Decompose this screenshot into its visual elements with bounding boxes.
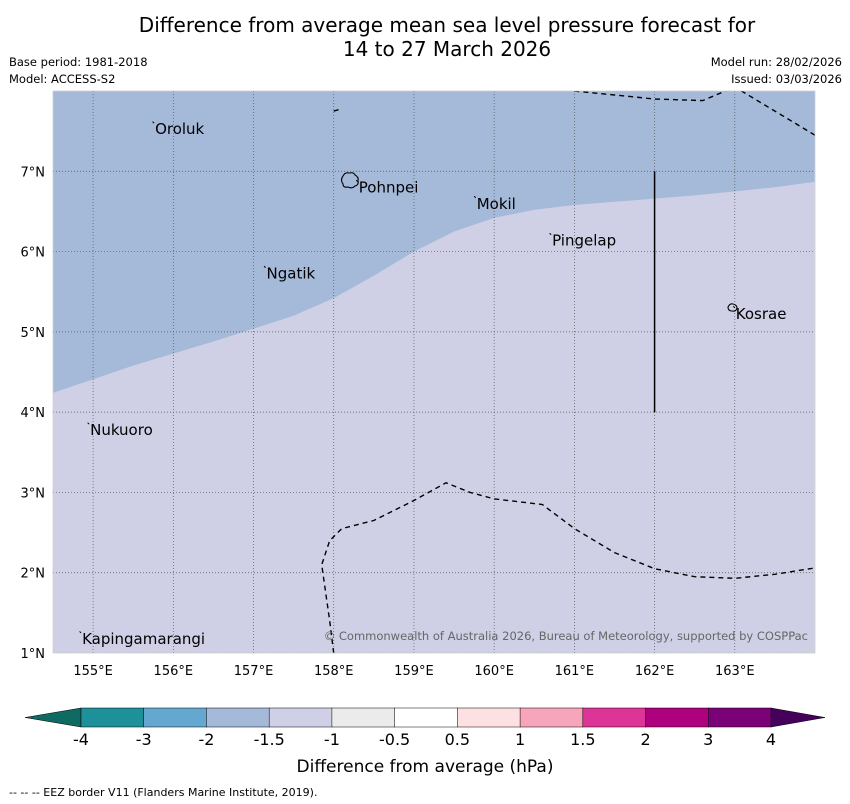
place-label-pohnpei: Pohnpei [359,179,419,197]
lon-tick-label: 156°E [154,664,194,679]
colorbar-swatch [143,707,208,728]
eez-border-lines [320,91,815,653]
base-period: Base period: 1981-2018 [9,55,148,69]
pohnpei-island-shape [340,172,359,189]
colorbar-tick-label: 1 [515,730,525,749]
colorbar-tick-label: -4 [73,730,89,749]
colorbar [24,707,826,728]
lat-tick-label: 3°N [21,486,46,501]
colorbar-swatch [519,707,584,728]
colorbar-tick-label: -3 [136,730,152,749]
place-marker-pingelap [549,232,552,236]
place-marker-kosrae [732,305,736,309]
place-labels: Oroluk Pohnpei Mokil Pingelap Ngatik Kosrae Nu… [79,120,787,648]
eez-line-1 [574,91,815,136]
lon-tick-label: 163°E [715,664,755,679]
longitude-tick-labels: 155°E 156°E 157°E 158°E 159°E 160°E 161°E 162°E… [73,664,754,679]
colorbar-swatch [457,707,521,728]
colorbar-swatch [80,707,145,728]
place-label-oroluk: Oroluk [155,120,204,138]
kosrae-island-shape [727,303,738,312]
meta-left: Base period: 1981-2018 Model: ACCESS-S2 [9,54,148,88]
latitude-tick-labels: 1°N 2°N 3°N 4°N 5°N 6°N 7°N [21,165,46,662]
colorbar-under-arrow [24,707,82,728]
place-label-nukuoro: Nukuoro [90,421,153,439]
lat-tick-label: 2°N [21,567,46,582]
lon-tick-label: 158°E [314,664,354,679]
lat-tick-label: 1°N [21,647,46,662]
island-outlines [340,172,738,312]
meta-right: Model run: 28/02/2026 Issued: 03/03/2026 [711,54,842,88]
model-name: Model: ACCESS-S2 [9,72,116,86]
colorbar-tick-label: 1.5 [570,730,595,749]
place-label-kosrae: Kosrae [736,305,787,323]
issued-date: Issued: 03/03/2026 [731,72,842,86]
title-line-1: Difference from average mean sea level p… [138,13,756,37]
colorbar-tick-label: -1.5 [254,730,285,749]
colorbar-swatch [645,707,709,728]
lon-tick-label: 155°E [73,664,113,679]
colorbar-over-arrow [770,707,826,728]
place-label-mokil: Mokil [477,195,516,213]
colorbar-swatch [206,707,270,728]
lon-tick-label: 162°E [635,664,675,679]
colorbar-swatch [582,707,647,728]
colorbar-swatch [331,707,396,728]
colorbar-tick-label: 3 [703,730,713,749]
place-marker-pohnpei [355,179,359,183]
place-marker-mokil [473,195,477,199]
lon-tick-label: 161°E [555,664,595,679]
eez-legend-note: -- -- -- EEZ border V11 (Flanders Marine… [9,786,318,799]
colorbar-title: Difference from average (hPa) [297,757,554,777]
copyright-notice: © Commonwealth of Australia 2026, Bureau… [324,629,808,643]
place-label-ngatik: Ngatik [267,265,316,283]
colorbar-swatch [268,707,333,728]
colorbar-tick-label: -0.5 [379,730,410,749]
place-marker-ngatik [263,265,266,268]
lat-tick-label: 6°N [21,246,46,261]
lon-tick-label: 160°E [474,664,514,679]
colorbar-tick-label: 4 [766,730,776,749]
anomaly-region-minus1-5 [53,181,815,653]
colorbar-swatch [708,707,772,728]
place-marker-oroluk [152,121,155,124]
lat-tick-label: 7°N [21,165,46,180]
lon-tick-label: 159°E [394,664,434,679]
eez-line-0 [333,108,342,112]
model-run: Model run: 28/02/2026 [710,55,842,69]
colorbar-labels: -4 -3 -2 -1.5 -1 -0.5 0.5 1 1.5 2 3 4 [73,730,776,749]
lon-tick-label: 157°E [234,664,274,679]
lat-tick-label: 5°N [21,326,46,341]
eez-line-2 [320,482,815,653]
colorbar-tick-label: -2 [198,730,214,749]
colorbar-tick-label: -1 [324,730,340,749]
colorbar-swatch [394,707,458,728]
colorbar-tick-label: 2 [640,730,650,749]
title-line-2: 14 to 27 March 2026 [342,37,552,61]
chart-title: Difference from average mean sea level p… [0,13,850,61]
lat-tick-label: 4°N [21,406,46,421]
map-plot-area: Oroluk Pohnpei Mokil Pingelap Ngatik Kosrae Nu… [53,91,815,653]
place-marker-nukuoro [87,422,90,425]
place-marker-kapingamarangi [79,631,82,634]
map-frame [52,90,816,654]
place-label-pingelap: Pingelap [552,232,616,250]
place-label-kapingamarangi: Kapingamarangi [82,630,205,648]
colorbar-tick-label: 0.5 [445,730,470,749]
